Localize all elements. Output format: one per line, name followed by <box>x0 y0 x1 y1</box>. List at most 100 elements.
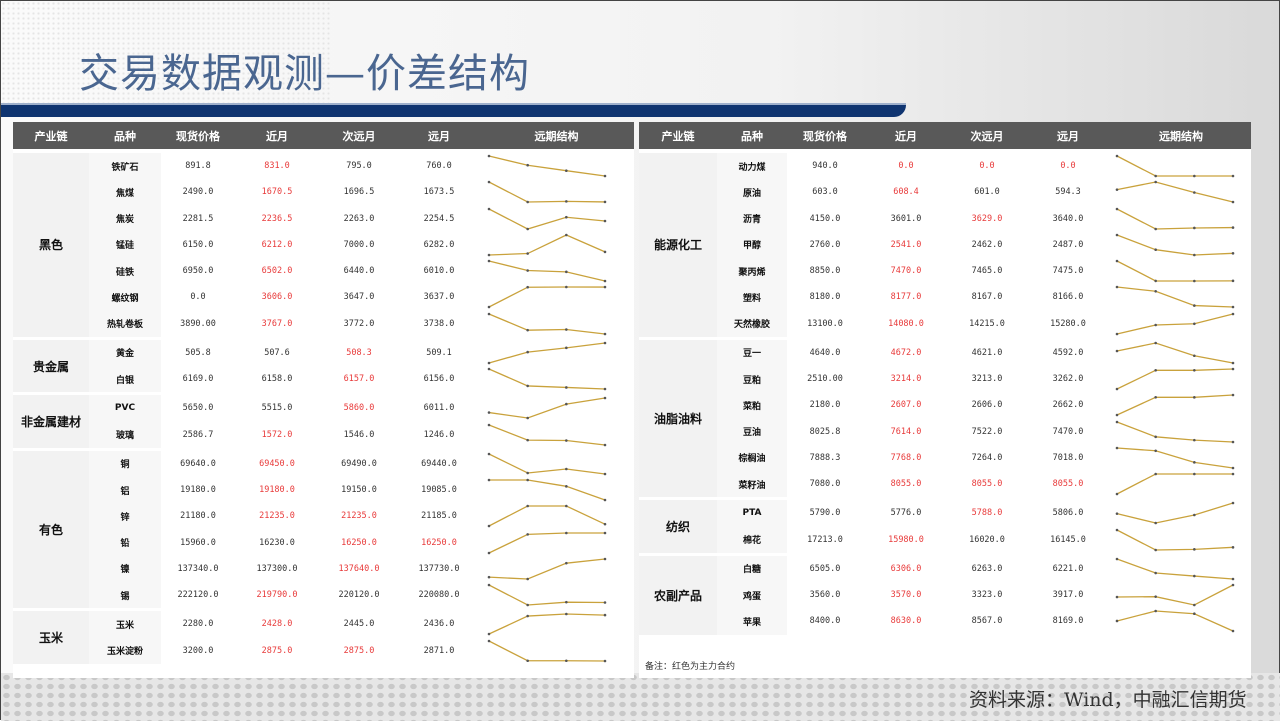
spot-price: 940.0 <box>812 161 838 172</box>
sparkline-line <box>488 584 606 606</box>
sparkline-point <box>1193 574 1196 578</box>
variety-name: 铁矿石 <box>89 153 161 180</box>
near-price: 21235.0 <box>259 511 295 522</box>
sparkline-point <box>487 253 491 257</box>
variety-name: 焦煤 <box>89 179 161 206</box>
spot-price: 8180.0 <box>809 292 841 303</box>
near-price: 15980.0 <box>888 534 924 545</box>
sparkline-point <box>1115 595 1119 599</box>
sparkline <box>1115 502 1235 525</box>
sparkline-point <box>1231 630 1235 633</box>
sparkline-point <box>603 659 607 662</box>
sparkline-line <box>488 558 606 580</box>
sparkline-line <box>1116 610 1234 632</box>
next-price: 2875.0 <box>343 645 375 656</box>
sparkline <box>1115 286 1235 309</box>
next-price: 7000.0 <box>343 239 375 250</box>
header-cell: 近月 <box>895 129 917 143</box>
sparkline-point <box>1154 571 1157 575</box>
sparkline-point <box>1115 349 1119 353</box>
next-price: 7264.0 <box>971 452 1003 463</box>
next-price: 16250.0 <box>341 537 377 548</box>
sparkline-line <box>1116 558 1234 580</box>
variety-name: 铜 <box>89 450 161 477</box>
header-cell: 近月 <box>266 129 288 143</box>
near-price: 1670.5 <box>261 187 293 198</box>
sparkline-point <box>1193 472 1196 476</box>
sparkline-point <box>565 270 568 274</box>
sparkline-point <box>487 411 491 415</box>
sparkline <box>1115 312 1235 335</box>
far-price: 7018.0 <box>1052 452 1084 463</box>
sparkline-point <box>565 200 568 204</box>
sparkline-point <box>487 306 491 309</box>
sparkline-point <box>1115 414 1119 417</box>
sparkline-point <box>1231 201 1235 204</box>
header-cell: 品种 <box>741 129 763 143</box>
group-block: 贵金属 黄金 505.8 507.6 508.3 509.1 白银 6169.0 6158.0 6… <box>13 339 634 393</box>
sparkline-point <box>487 525 491 528</box>
sparkline-point <box>603 341 607 345</box>
sparkline-point <box>1193 396 1196 399</box>
header-gap <box>13 149 634 150</box>
sparkline-line <box>488 424 606 446</box>
page-title: 交易数据观测—价差结构 <box>79 51 530 97</box>
near-price: 6502.0 <box>261 266 293 277</box>
next-price: 6157.0 <box>343 374 375 385</box>
sparkline <box>487 423 607 446</box>
sparkline-point <box>603 523 607 526</box>
sparkline-line <box>1116 342 1234 364</box>
sparkline-point <box>1154 279 1157 283</box>
far-price: 19085.0 <box>421 485 457 496</box>
sparkline-line <box>488 260 606 282</box>
sparkline <box>487 259 607 283</box>
near-price: 8630.0 <box>890 616 922 627</box>
table-row: 豆粕 2510.00 3214.0 3213.0 3262.0 <box>717 366 1251 393</box>
sparkline-line <box>1116 368 1234 390</box>
near-price: 0.0 <box>898 161 914 172</box>
sparkline-point <box>526 659 529 662</box>
sparkline-line <box>489 479 606 501</box>
header-cell: 现货价格 <box>803 129 847 143</box>
sparkline-point <box>1115 620 1119 623</box>
sparkline-point <box>1193 612 1196 616</box>
sparkline-point <box>1154 548 1157 551</box>
sparkline-point <box>1154 227 1157 230</box>
footer-pattern <box>1 673 1280 721</box>
spot-price: 7888.3 <box>809 452 841 463</box>
group-block: 玉米 玉米 2280.0 2428.0 2445.0 2436.0 玉米淀粉 3200.0 28… <box>13 611 634 664</box>
sparkline-point <box>565 169 568 173</box>
table-row: 鸡蛋 3560.0 3570.0 3323.0 3917.0 <box>717 582 1251 609</box>
sparkline-point <box>565 215 568 219</box>
spot-price: 505.8 <box>185 347 211 358</box>
next-price: 508.3 <box>346 347 372 358</box>
table-row: 豆一 4640.0 4672.0 4621.0 4592.0 <box>717 339 1251 366</box>
far-price: 6156.0 <box>423 374 455 385</box>
spot-price: 8850.0 <box>809 266 841 277</box>
table-row: 白银 6169.0 6158.0 6157.0 6156.0 <box>89 366 634 393</box>
sparkline-point <box>1231 583 1235 587</box>
spot-price: 137340.0 <box>177 563 219 574</box>
far-price: 3262.0 <box>1052 374 1084 385</box>
sparkline-point <box>1154 174 1157 178</box>
group-rows: PTA 5790.0 5776.0 5788.0 5806.0 棉花 17213.0 1598… <box>717 500 1251 553</box>
sparkline-line <box>488 531 605 554</box>
sparkline-point <box>603 174 607 178</box>
sparkline-point <box>1231 225 1235 229</box>
sparkline-point <box>1115 446 1119 450</box>
spot-price: 6169.0 <box>182 374 214 385</box>
near-price: 8055.0 <box>890 479 922 490</box>
sparkline-point <box>487 639 491 642</box>
sparkline <box>487 312 607 335</box>
header-cell: 次远月 <box>970 129 1004 143</box>
sparkline-point <box>526 201 529 204</box>
near-price: 16230.0 <box>259 537 295 548</box>
far-price: 594.3 <box>1055 187 1081 198</box>
far-price: 16145.0 <box>1050 534 1086 545</box>
sparkline <box>1115 341 1235 365</box>
far-price: 2254.5 <box>423 213 455 224</box>
sparkline-point <box>603 397 607 400</box>
group-block: 有色铜 69640.0 69450.0 69490.0 69440.0 铝 19180.0 1… <box>13 450 634 609</box>
variety-name: 硅铁 <box>89 258 161 285</box>
sparkline <box>1115 557 1235 581</box>
